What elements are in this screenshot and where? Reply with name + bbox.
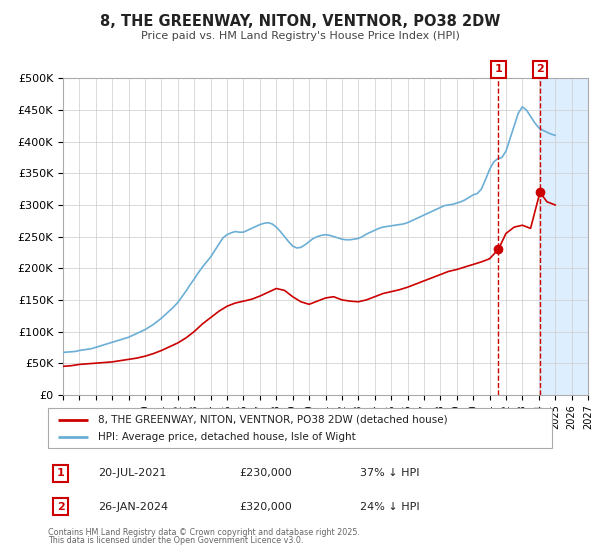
FancyBboxPatch shape [48, 408, 552, 448]
Text: 8, THE GREENWAY, NITON, VENTNOR, PO38 2DW (detached house): 8, THE GREENWAY, NITON, VENTNOR, PO38 2D… [98, 415, 448, 425]
Text: £230,000: £230,000 [239, 468, 292, 478]
Text: 26-JAN-2024: 26-JAN-2024 [98, 502, 169, 512]
Text: 1: 1 [494, 64, 502, 74]
Text: 2: 2 [57, 502, 64, 512]
Text: 37% ↓ HPI: 37% ↓ HPI [361, 468, 420, 478]
Text: Contains HM Land Registry data © Crown copyright and database right 2025.: Contains HM Land Registry data © Crown c… [48, 528, 360, 536]
Text: 8, THE GREENWAY, NITON, VENTNOR, PO38 2DW: 8, THE GREENWAY, NITON, VENTNOR, PO38 2D… [100, 14, 500, 29]
Text: 1: 1 [57, 468, 64, 478]
Text: This data is licensed under the Open Government Licence v3.0.: This data is licensed under the Open Gov… [48, 536, 304, 545]
Text: HPI: Average price, detached house, Isle of Wight: HPI: Average price, detached house, Isle… [98, 432, 356, 442]
Text: 24% ↓ HPI: 24% ↓ HPI [361, 502, 420, 512]
Text: 2: 2 [536, 64, 544, 74]
Text: £320,000: £320,000 [239, 502, 292, 512]
Text: 20-JUL-2021: 20-JUL-2021 [98, 468, 167, 478]
Bar [540, 78, 588, 395]
Text: Price paid vs. HM Land Registry's House Price Index (HPI): Price paid vs. HM Land Registry's House … [140, 31, 460, 41]
